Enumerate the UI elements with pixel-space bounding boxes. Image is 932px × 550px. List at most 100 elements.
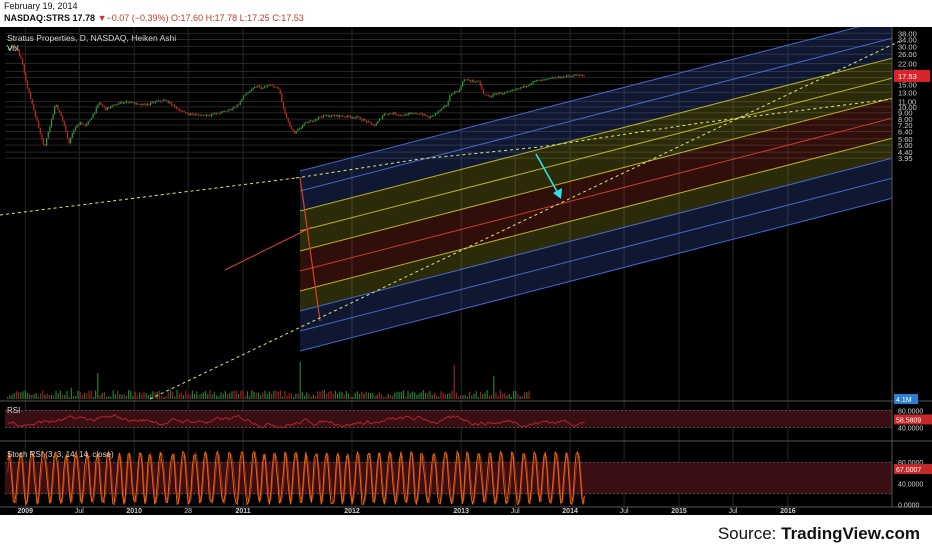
candle-body [578,74,581,76]
candle-body [182,111,184,112]
candle-body [87,121,89,124]
candles [7,44,585,147]
candle-body [482,89,485,95]
price-chart[interactable]: 38.0034.0030.0026.0022.0019.0017.0015.00… [0,27,932,515]
x-tick-label: 2010 [126,508,142,515]
volume-bar [405,396,407,399]
candle-body [127,101,129,103]
candle-body [18,50,21,56]
volume-bar [207,393,209,399]
volume-bar [145,393,147,399]
volume-bar [251,390,253,399]
candle-body [140,104,142,106]
y-tick-label: 8.00 [898,115,913,124]
rsi-band [5,410,892,428]
candle-body [345,116,347,118]
volume-bar [33,394,35,399]
x-tick-label: 2011 [235,508,250,515]
candle-body [305,122,307,123]
volume-bar [431,394,433,399]
volume-bar [123,394,125,399]
candle-body [186,113,189,114]
candle-body [122,102,125,104]
candle-body [177,108,179,110]
candle-body [322,115,325,118]
volume-bar [46,393,48,399]
x-tick-label: 2012 [344,508,360,515]
candle-body [314,119,317,121]
volume-bar [425,393,427,399]
candle-body [212,113,214,115]
candle-body [162,100,165,102]
volume-bar [396,391,398,399]
volume-bar [92,396,94,399]
pane-labels: Stratus Properties, D, NASDAQ, Heiken As… [7,33,176,459]
candle-body [298,128,301,130]
candle-body [166,99,168,101]
candle-body [487,95,489,96]
candle-body [478,80,480,82]
volume-bar [81,395,83,399]
volume-bar [185,390,187,399]
volume-bar [37,396,39,399]
volume-bar [209,390,211,399]
candle-body [108,107,110,109]
candle-body [534,80,536,82]
volume-bar [246,391,248,399]
volume-bar [524,392,526,399]
candle-body [22,58,24,65]
quote-line: NASDAQ:STRS 17.78 ▼−0.07 (−0.39%) O:17.6… [4,13,304,23]
candle-body [143,103,145,105]
candle-body [343,116,345,118]
candle-body [15,48,17,50]
candle-body [334,115,336,117]
candle-body [150,102,152,105]
candle-body [28,87,30,93]
volume-bar [88,390,90,399]
volume-bar [139,392,141,399]
candle-body [170,102,173,106]
candle-body [194,114,197,116]
candle-body [98,102,101,105]
volume-bar [130,390,132,399]
candle-body [36,117,38,122]
pitchfork-band [300,58,892,231]
volume-bar [238,394,240,399]
source-credit[interactable]: Source: TradingView.com [718,524,920,544]
volume-bar [284,390,286,399]
candle-body [238,104,240,106]
candle-body [497,93,499,95]
volume-bar [420,392,422,399]
candle-body [281,93,283,102]
candle-body [60,112,62,117]
candle-body [306,122,309,124]
close-value: C:17.53 [272,13,304,23]
volume-bar [378,392,380,399]
candle-body [358,116,360,118]
candle-body [217,112,219,114]
candle-body [359,117,361,120]
volume-bar [361,391,363,399]
y-tick-label: 34.00 [898,35,917,44]
candle-body [183,111,185,113]
volume-bar [488,395,490,399]
candle-body [92,114,94,118]
volume-bar [427,393,429,399]
candle-body [9,48,11,50]
candle-body [214,113,216,115]
volume-bar [253,391,255,399]
candle-body [473,80,475,82]
candle-body [38,121,40,128]
pitchfork-band [300,178,892,351]
candle-body [378,118,381,122]
volume-bar [211,394,213,399]
candle-body [102,104,104,106]
y-tick-label: 30.00 [898,42,917,51]
candle-body [202,114,205,116]
candle-body [398,114,400,116]
volume-bar [521,396,523,399]
candle-body [479,81,481,86]
candle-body [574,74,576,76]
volume-bar [350,396,352,399]
projection-arrow-shaft [535,153,560,196]
